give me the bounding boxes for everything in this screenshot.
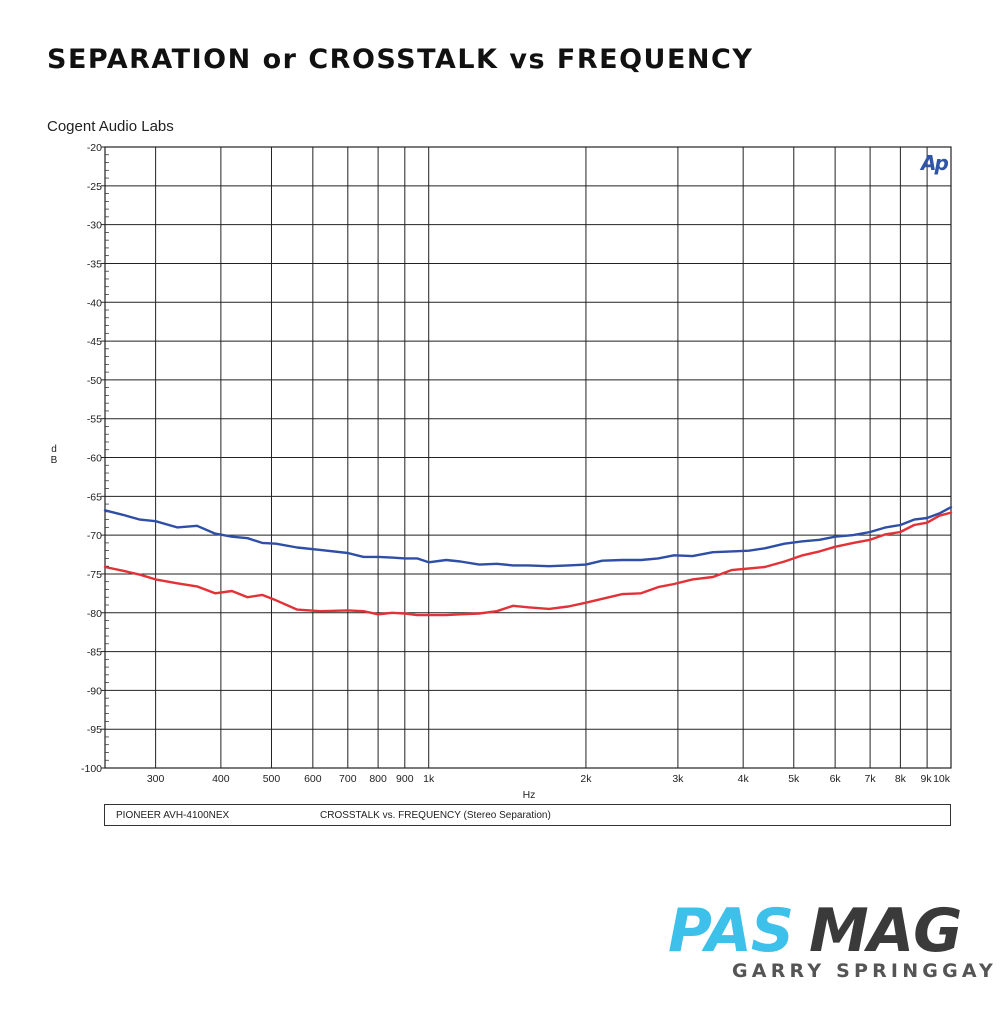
x-tick-label: 10k (933, 773, 951, 785)
y-tick-label: -60 (87, 453, 102, 465)
y-tick-label: -35 (87, 258, 102, 270)
y-tick-labels: -20 -25 -30 -35 -40 -45 -50 -55 -60 -65 -70 -75 -80 -… (81, 142, 102, 775)
x-tick-label: 500 (263, 773, 281, 785)
x-tick-label: 300 (147, 773, 165, 785)
x-tick-label: 6k (830, 773, 842, 785)
lab-name: Cogent Audio Labs (47, 118, 174, 135)
logo-pas-text: PAS (668, 896, 794, 966)
y-tick-label: -85 (87, 647, 102, 659)
y-tick-label: -20 (87, 142, 102, 154)
x-tick-label: 8k (895, 773, 907, 785)
x-tick-label: 800 (369, 773, 387, 785)
y-tick-label: -100 (81, 763, 102, 775)
y-tick-label: -55 (87, 414, 102, 426)
x-axis-label: Hz (523, 789, 536, 801)
plot-frame (104, 146, 952, 769)
x-tick-label: 1k (423, 773, 435, 785)
y-tick-label: -95 (87, 724, 102, 736)
x-tick-label: 900 (396, 773, 414, 785)
x-tick-label: 700 (339, 773, 357, 785)
y-tick-label: -50 (87, 375, 102, 387)
info-box: PIONEER AVH-4100NEX CROSSTALK vs. FREQUE… (104, 804, 951, 826)
x-tick-label: 7k (865, 773, 877, 785)
grid-lines (101, 146, 952, 769)
ap-logo-mark: Ap (919, 151, 948, 175)
device-name: PIONEER AVH-4100NEX (116, 810, 230, 821)
y-tick-label: -30 (87, 220, 102, 232)
y-tick-label: -75 (87, 569, 102, 581)
y-tick-label: -65 (87, 491, 102, 503)
y-tick-label: -80 (87, 608, 102, 620)
author-credit: GARRY SPRINGGAY (732, 960, 997, 982)
series-line-2 (103, 511, 953, 617)
y-tick-label: -40 (87, 297, 102, 309)
y-tick-label: -70 (87, 530, 102, 542)
x-tick-labels: 300 400 500 600 700 800 900 1k 2k 3k 4k 5k 6k 7k 8k 9k 1… (147, 773, 951, 785)
y-tick-label: -90 (87, 685, 102, 697)
logo-mag-text: MAG (809, 896, 962, 966)
series-line-1 (103, 506, 953, 568)
x-tick-label: 3k (672, 773, 684, 785)
x-tick-label: 5k (788, 773, 800, 785)
x-tick-label: 2k (580, 773, 592, 785)
y-tick-label: -25 (87, 181, 102, 193)
pasmag-logo: PAS MAG GARRY SPRINGGAY (668, 896, 993, 988)
x-tick-label: 400 (212, 773, 230, 785)
chart-title: SEPARATION or CROSSTALK vs FREQUENCY (47, 44, 754, 75)
x-tick-label: 600 (304, 773, 322, 785)
measurement-name: CROSSTALK vs. FREQUENCY (Stereo Separati… (320, 810, 551, 821)
x-tick-label: 4k (738, 773, 750, 785)
x-tick-label: 9k (921, 773, 933, 785)
y-tick-label: -45 (87, 336, 102, 348)
